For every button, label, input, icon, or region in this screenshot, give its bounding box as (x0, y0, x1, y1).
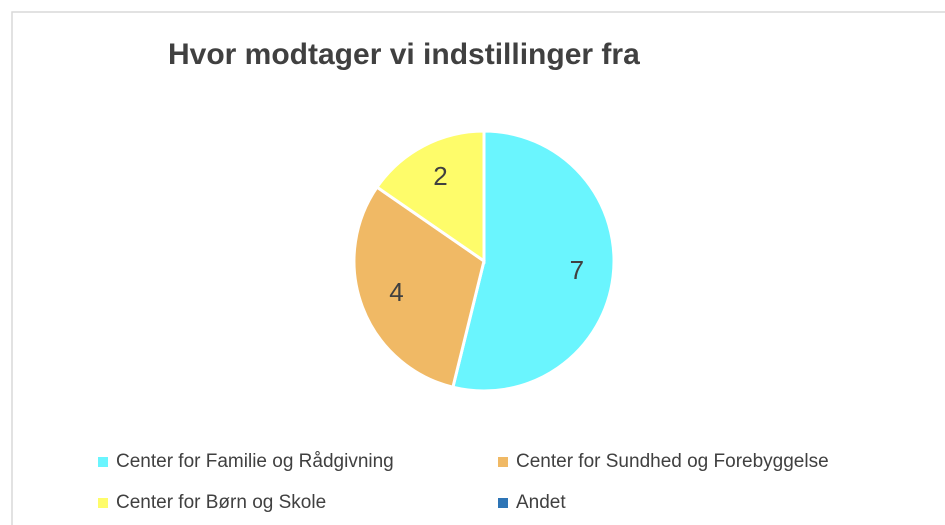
legend-label: Center for Sundhed og Forebyggelse (516, 451, 829, 472)
pie-slice (451, 129, 616, 393)
legend-label: Center for Børn og Skole (116, 492, 326, 513)
data-label: 7 (570, 255, 584, 285)
pie-slice (374, 129, 486, 264)
legend-label: Andet (516, 492, 566, 513)
pie-slice (352, 185, 486, 390)
legend-swatch (98, 457, 108, 467)
legend-swatch (98, 498, 108, 508)
legend-swatch (498, 457, 508, 467)
data-label: 2 (433, 161, 447, 191)
data-label: 4 (389, 277, 403, 307)
legend-label: Center for Familie og Rådgivning (116, 451, 394, 472)
legend-swatch (498, 498, 508, 508)
chart-title: Hvor modtager vi indstillinger fra (168, 38, 640, 71)
